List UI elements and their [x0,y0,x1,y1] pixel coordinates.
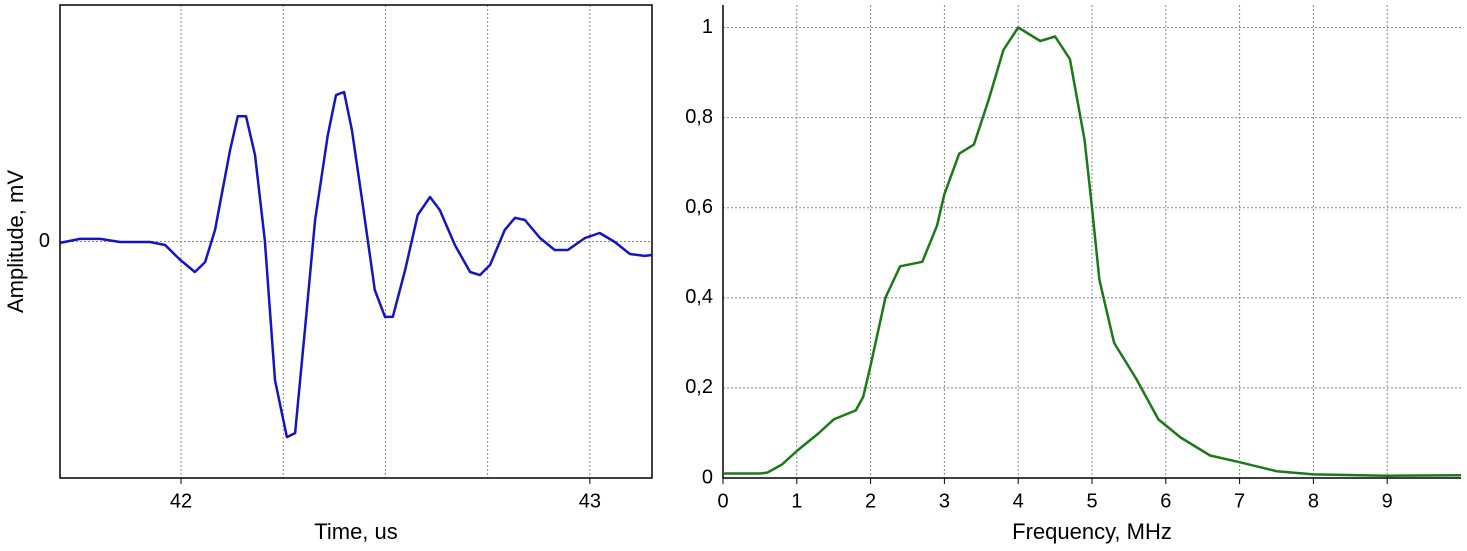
y-axis-label: Amplitude, mV [3,170,28,313]
y-tick-label: 1 [702,16,713,38]
x-tick-label: 8 [1308,490,1319,512]
x-tick-label: 42 [170,490,192,512]
x-tick-label: 2 [865,490,876,512]
x-tick-label: 6 [1160,490,1171,512]
x-tick-label: 43 [579,490,601,512]
y-tick-label: 0,4 [685,286,713,308]
x-tick-label: 7 [1234,490,1245,512]
y-tick-label: 0 [702,466,713,488]
data-line [59,90,653,439]
y-tick-label: 0,6 [685,196,713,218]
x-tick-label: 5 [1086,490,1097,512]
x-tick-label: 1 [791,490,802,512]
axes [722,5,1461,479]
x-axis-label: Time, us [314,519,398,544]
x-axis-label: Frequency, MHz [1012,519,1172,544]
plot-frame [59,4,653,479]
x-tick-label: 0 [717,490,728,512]
x-tick-label: 9 [1382,490,1393,512]
y-tick-label: 0 [39,230,50,252]
y-tick-label: 0,2 [685,376,713,398]
x-tick-label: 3 [939,490,950,512]
data-line [723,26,1462,477]
y-tick-label: 0,8 [685,106,713,128]
x-tick-label: 4 [1013,490,1024,512]
